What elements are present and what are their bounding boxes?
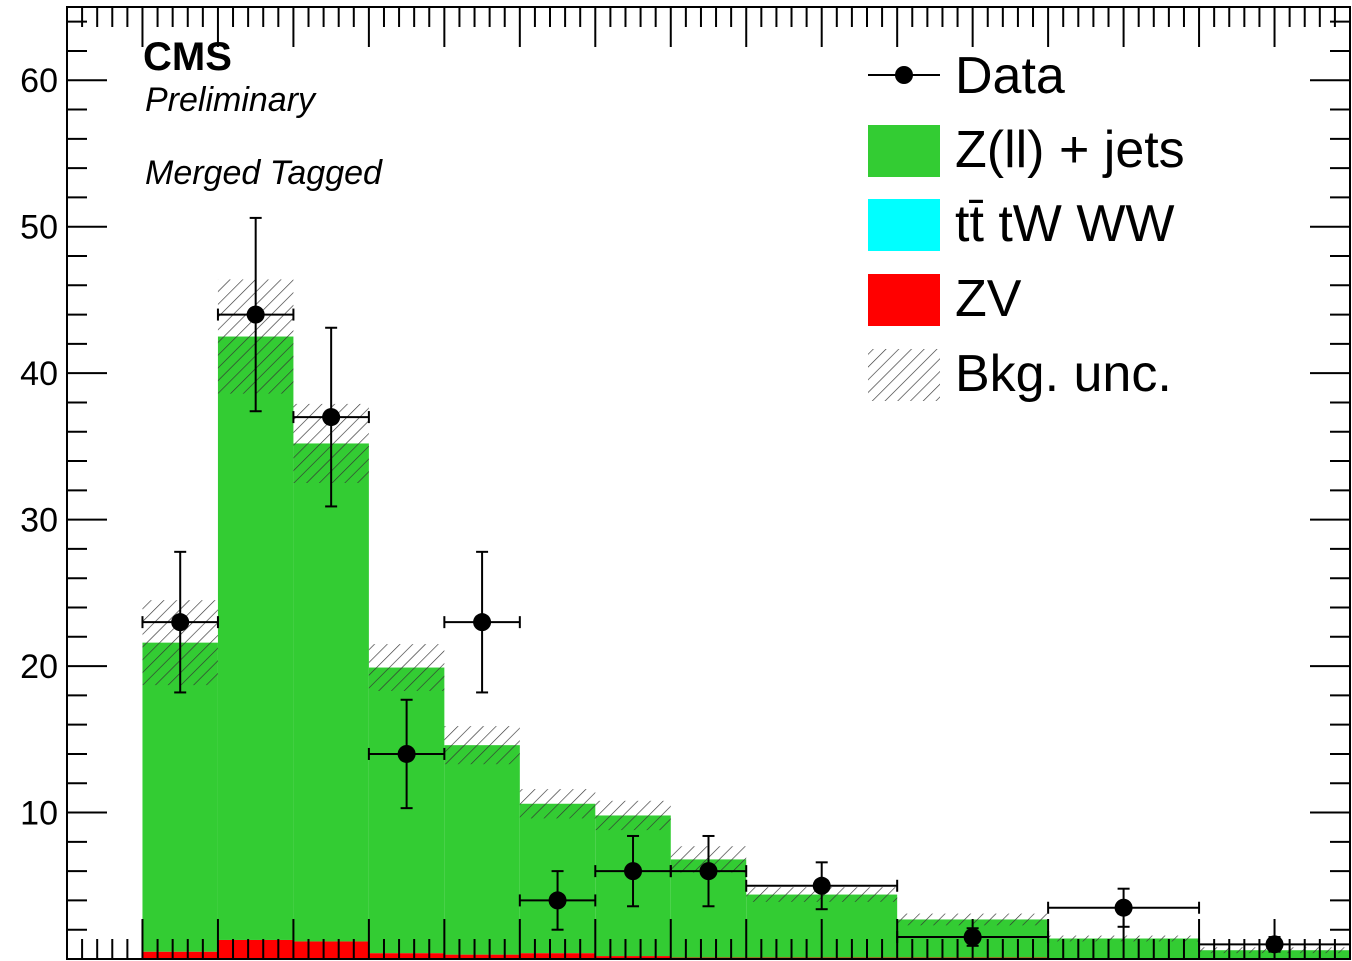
legend: Data Z(ll) + jets tt̄ tW WW ZV Bkg. unc.	[868, 47, 1185, 403]
y-tick-label-40: 40	[20, 355, 58, 393]
legend-swatch-bkg-unc	[868, 349, 940, 401]
data-point-3	[367, 698, 446, 810]
data-marker-8	[812, 876, 831, 895]
legend-label-zjets: Z(ll) + jets	[955, 121, 1185, 179]
data-point-0	[141, 550, 219, 694]
bkg-unc-band-bin-5	[444, 726, 520, 765]
data-point-10	[1047, 887, 1201, 928]
legend-entry-data: Data	[868, 47, 1065, 105]
data-marker-10	[1114, 898, 1133, 917]
legend-swatch-zjets	[868, 125, 940, 177]
legend-swatch-ttbar	[868, 199, 940, 251]
data-marker-1	[246, 305, 265, 324]
legend-label-data: Data	[955, 47, 1065, 105]
data-point-5	[518, 870, 597, 931]
data-point-7	[669, 834, 748, 908]
bar-zv-bin-2	[217, 939, 294, 959]
data-point-6	[594, 834, 672, 908]
data-marker-2	[322, 408, 341, 427]
legend-entry-ttbar: tt̄ tW WW	[868, 195, 1174, 253]
status-label: Preliminary	[145, 81, 317, 119]
bar-zjets-bin-1	[142, 642, 218, 952]
bar-zv-bin-5	[444, 954, 520, 959]
y-tick-label-30: 30	[20, 502, 58, 540]
y-tick-label-10: 10	[20, 795, 58, 833]
data-point-8	[745, 861, 899, 911]
legend-entry-zjets: Z(ll) + jets	[868, 121, 1185, 179]
bar-zv-bin-4	[368, 953, 445, 959]
data-marker-6	[624, 862, 643, 881]
bar-zjets-bin-5	[444, 745, 520, 955]
bkg-unc-band-bin-7	[595, 800, 671, 831]
bar-zv-bin-1	[142, 951, 218, 959]
data-marker-5	[548, 891, 567, 910]
y-tick-label-20: 20	[20, 648, 58, 686]
legend-label-bkg-unc: Bkg. unc.	[955, 345, 1172, 403]
axis-ticks	[67, 7, 1351, 959]
legend-label-ttbar: tt̄ tW WW	[955, 195, 1174, 253]
bar-zv-bin-7	[595, 956, 671, 959]
bar-zjets-bin-2	[217, 336, 294, 940]
data-marker-3	[397, 744, 416, 763]
plot-frame	[66, 6, 1351, 960]
legend-swatch-zv	[868, 274, 940, 326]
y-tick-label-50: 50	[20, 209, 58, 247]
bar-zv-bin-6	[519, 953, 596, 959]
experiment-label: CMS	[143, 35, 232, 79]
legend-entry-bkg-unc: Bkg. unc.	[868, 345, 1172, 403]
bkg-unc-band-bin-4	[368, 644, 445, 691]
bar-zv-bin-3	[293, 941, 369, 959]
y-tick-label-60: 60	[20, 62, 58, 100]
legend-label-zv: ZV	[955, 270, 1022, 328]
bkg-unc-band-bin-6	[519, 789, 596, 819]
data-point-4	[443, 550, 521, 694]
legend-entry-zv: ZV	[868, 270, 1022, 328]
data-marker-0	[171, 613, 190, 632]
category-label: Merged Tagged	[145, 154, 383, 192]
y-axis-tick-labels: 10 20 30 40 50 60	[20, 62, 58, 832]
data-marker-4	[473, 613, 492, 632]
data-marker-7	[699, 862, 718, 881]
data-point-2	[292, 326, 370, 508]
data-point-1	[216, 216, 295, 413]
bar-zjets-bin-3	[293, 443, 369, 942]
